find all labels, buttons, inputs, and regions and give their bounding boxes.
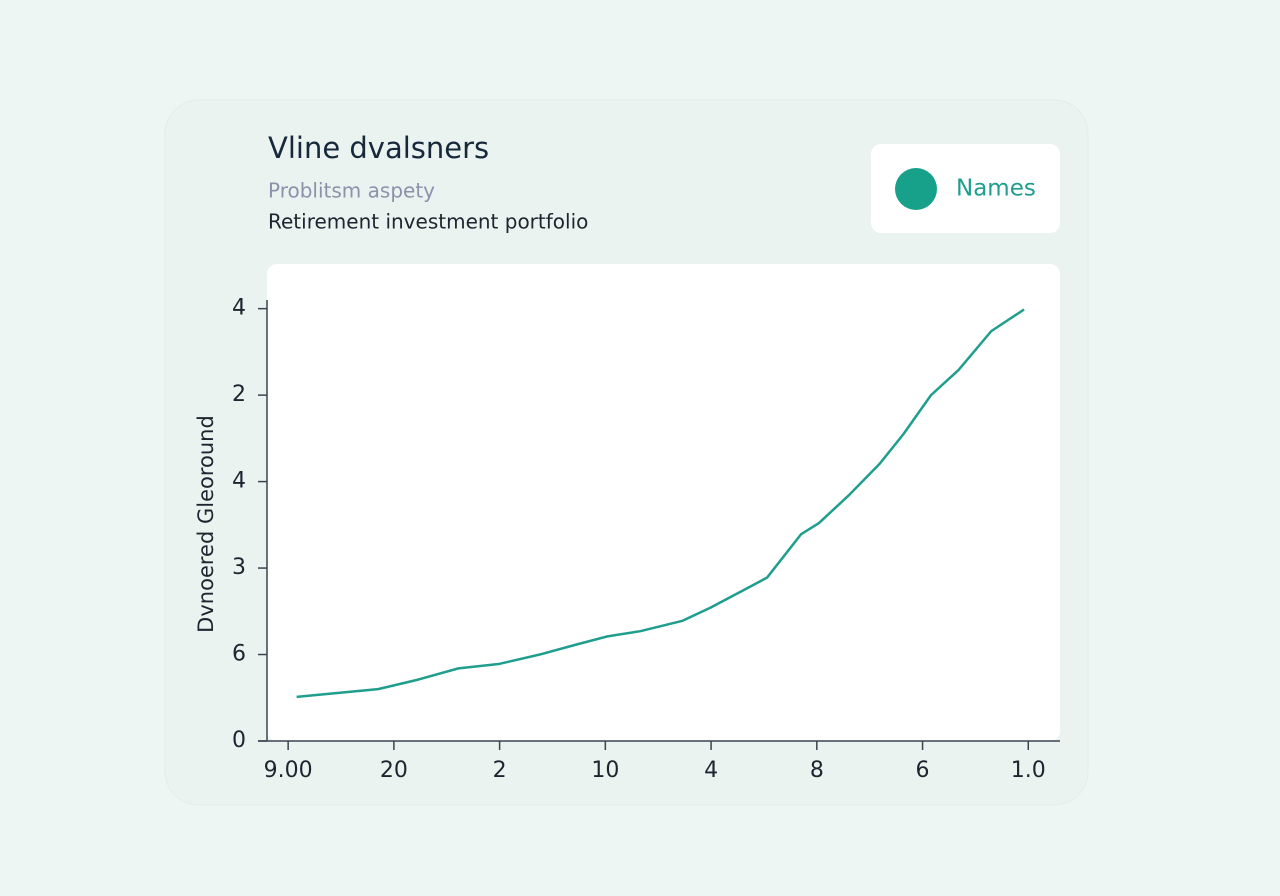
y-tick-label: 2 [232,382,246,407]
y-tick-label: 4 [232,469,246,494]
line [296,308,1025,699]
plot-area [267,264,1060,741]
y-axis-label: Dvnoered Gleoround [194,415,218,633]
x-tick-label: 1.0 [1011,758,1046,783]
legend-label: Names [956,176,1036,202]
y-tick-label: 3 [232,555,246,580]
description: Retirement investment portfolio [268,210,588,234]
y-tick-label: 6 [232,642,246,667]
y-tick-label: 0 [232,728,246,753]
x-tick-label: 9.00 [264,758,313,783]
legend-swatch [895,168,937,210]
x-tick-label: 8 [810,758,824,783]
y-tick-label: 4 [232,296,246,321]
title: Vline dvalsners [268,131,489,165]
x-tick-label: 2 [493,758,507,783]
x-tick-label: 20 [380,758,408,783]
x-tick-label: 4 [704,758,718,783]
x-tick-label: 6 [916,758,930,783]
subtitle: Problitsm aspety [268,179,435,203]
x-tick-label: 10 [591,758,619,783]
legend [871,144,1060,233]
